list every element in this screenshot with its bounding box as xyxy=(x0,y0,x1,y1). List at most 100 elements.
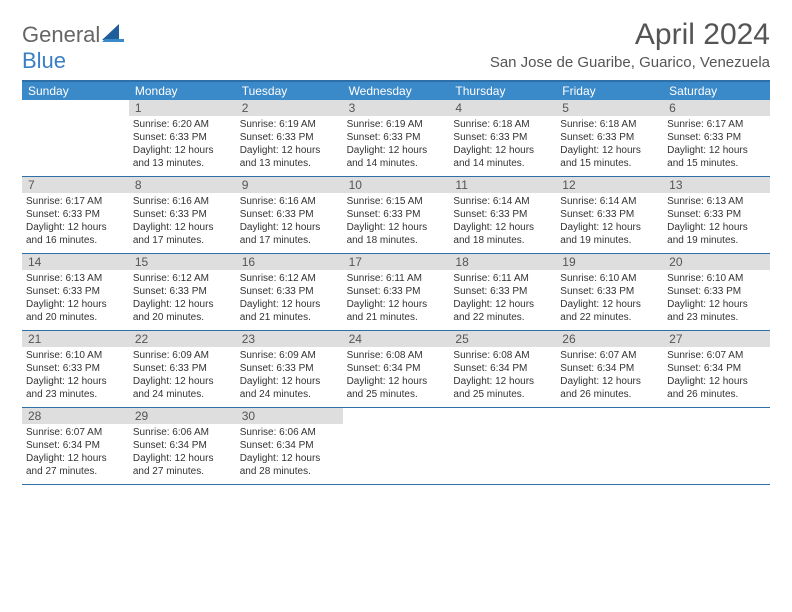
dayhead-tuesday: Tuesday xyxy=(236,82,343,100)
day-info: Sunrise: 6:17 AMSunset: 6:33 PMDaylight:… xyxy=(22,193,129,251)
week-row: 7Sunrise: 6:17 AMSunset: 6:33 PMDaylight… xyxy=(22,177,770,254)
day-number: 11 xyxy=(449,177,556,193)
sunset-text: Sunset: 6:33 PM xyxy=(453,131,552,144)
sunrise-text: Sunrise: 6:07 AM xyxy=(667,349,766,362)
day-info: Sunrise: 6:08 AMSunset: 6:34 PMDaylight:… xyxy=(343,347,450,405)
daylight-text: Daylight: 12 hours and 15 minutes. xyxy=(667,144,766,170)
sunset-text: Sunset: 6:33 PM xyxy=(26,362,125,375)
day-info: Sunrise: 6:10 AMSunset: 6:33 PMDaylight:… xyxy=(663,270,770,328)
sunrise-text: Sunrise: 6:11 AM xyxy=(453,272,552,285)
sunrise-text: Sunrise: 6:13 AM xyxy=(26,272,125,285)
sunset-text: Sunset: 6:33 PM xyxy=(560,131,659,144)
weeks-container: 1Sunrise: 6:20 AMSunset: 6:33 PMDaylight… xyxy=(22,100,770,485)
header-right: April 2024 San Jose de Guaribe, Guarico,… xyxy=(490,18,770,71)
day-cell: 4 Sunrise: 6:18 AMSunset: 6:33 PMDaylight… xyxy=(449,100,556,176)
day-cell xyxy=(663,408,770,484)
day-cell: 11Sunrise: 6:14 AMSunset: 6:33 PMDayligh… xyxy=(449,177,556,253)
sunset-text: Sunset: 6:33 PM xyxy=(133,285,232,298)
daylight-text: Daylight: 12 hours and 14 minutes. xyxy=(347,144,446,170)
sunset-text: Sunset: 6:33 PM xyxy=(133,208,232,221)
day-cell: 29Sunrise: 6:06 AMSunset: 6:34 PMDayligh… xyxy=(129,408,236,484)
sunrise-text: Sunrise: 6:19 AM xyxy=(240,118,339,131)
sunrise-text: Sunrise: 6:15 AM xyxy=(347,195,446,208)
day-info: Sunrise: 6:20 AMSunset: 6:33 PMDaylight:… xyxy=(129,116,236,174)
sunset-text: Sunset: 6:33 PM xyxy=(667,131,766,144)
day-cell: 26Sunrise: 6:07 AMSunset: 6:34 PMDayligh… xyxy=(556,331,663,407)
daylight-text: Daylight: 12 hours and 18 minutes. xyxy=(347,221,446,247)
sunset-text: Sunset: 6:33 PM xyxy=(347,208,446,221)
sunrise-text: Sunrise: 6:08 AM xyxy=(453,349,552,362)
day-cell: 9Sunrise: 6:16 AMSunset: 6:33 PMDaylight… xyxy=(236,177,343,253)
sunset-text: Sunset: 6:33 PM xyxy=(453,208,552,221)
day-info: Sunrise: 6:07 AMSunset: 6:34 PMDaylight:… xyxy=(556,347,663,405)
sunrise-text: Sunrise: 6:13 AM xyxy=(667,195,766,208)
sunrise-text: Sunrise: 6:09 AM xyxy=(133,349,232,362)
sunset-text: Sunset: 6:34 PM xyxy=(133,439,232,452)
day-number: 4 xyxy=(449,100,556,116)
day-cell: 21 Sunrise: 6:10 AMSunset: 6:33 PMDayligh… xyxy=(22,331,129,407)
day-info: Sunrise: 6:11 AMSunset: 6:33 PMDaylight:… xyxy=(449,270,556,328)
sail-icon xyxy=(102,22,124,48)
day-number: 14 xyxy=(22,254,129,270)
week-row: 14Sunrise: 6:13 AMSunset: 6:33 PMDayligh… xyxy=(22,254,770,331)
day-number: 23 xyxy=(236,331,343,347)
day-number: 25 xyxy=(449,331,556,347)
sunset-text: Sunset: 6:33 PM xyxy=(240,285,339,298)
daylight-text: Daylight: 12 hours and 21 minutes. xyxy=(347,298,446,324)
sunset-text: Sunset: 6:33 PM xyxy=(453,285,552,298)
sunset-text: Sunset: 6:33 PM xyxy=(26,285,125,298)
day-number: 21 xyxy=(22,331,129,347)
day-cell: 20Sunrise: 6:10 AMSunset: 6:33 PMDayligh… xyxy=(663,254,770,330)
daylight-text: Daylight: 12 hours and 23 minutes. xyxy=(26,375,125,401)
sunrise-text: Sunrise: 6:09 AM xyxy=(240,349,339,362)
day-info: Sunrise: 6:07 AMSunset: 6:34 PMDaylight:… xyxy=(663,347,770,405)
sunset-text: Sunset: 6:33 PM xyxy=(560,208,659,221)
daylight-text: Daylight: 12 hours and 27 minutes. xyxy=(26,452,125,478)
sunrise-text: Sunrise: 6:07 AM xyxy=(26,426,125,439)
sunrise-text: Sunrise: 6:08 AM xyxy=(347,349,446,362)
sunrise-text: Sunrise: 6:11 AM xyxy=(347,272,446,285)
sunrise-text: Sunrise: 6:12 AM xyxy=(240,272,339,285)
day-cell: 10Sunrise: 6:15 AMSunset: 6:33 PMDayligh… xyxy=(343,177,450,253)
day-number: 8 xyxy=(129,177,236,193)
sunset-text: Sunset: 6:33 PM xyxy=(26,208,125,221)
day-info: Sunrise: 6:14 AMSunset: 6:33 PMDaylight:… xyxy=(449,193,556,251)
day-cell: 30Sunrise: 6:06 AMSunset: 6:34 PMDayligh… xyxy=(236,408,343,484)
day-info: Sunrise: 6:12 AMSunset: 6:33 PMDaylight:… xyxy=(129,270,236,328)
dayhead-row: Sunday Monday Tuesday Wednesday Thursday… xyxy=(22,82,770,100)
day-number: 12 xyxy=(556,177,663,193)
day-number: 27 xyxy=(663,331,770,347)
day-cell: 5Sunrise: 6:18 AMSunset: 6:33 PMDaylight… xyxy=(556,100,663,176)
day-cell: 25Sunrise: 6:08 AMSunset: 6:34 PMDayligh… xyxy=(449,331,556,407)
day-info: Sunrise: 6:09 AMSunset: 6:33 PMDaylight:… xyxy=(236,347,343,405)
day-info: Sunrise: 6:06 AMSunset: 6:34 PMDaylight:… xyxy=(129,424,236,482)
sunrise-text: Sunrise: 6:17 AM xyxy=(26,195,125,208)
day-info: Sunrise: 6:19 AMSunset: 6:33 PMDaylight:… xyxy=(236,116,343,174)
daylight-text: Daylight: 12 hours and 25 minutes. xyxy=(347,375,446,401)
day-cell xyxy=(343,408,450,484)
sunset-text: Sunset: 6:33 PM xyxy=(347,131,446,144)
daylight-text: Daylight: 12 hours and 27 minutes. xyxy=(133,452,232,478)
week-row: 21Sunrise: 6:10 AMSunset: 6:33 PMDayligh… xyxy=(22,331,770,408)
day-number: 19 xyxy=(556,254,663,270)
sunset-text: Sunset: 6:33 PM xyxy=(560,285,659,298)
sunrise-text: Sunrise: 6:16 AM xyxy=(240,195,339,208)
day-info: Sunrise: 6:16 AMSunset: 6:33 PMDaylight:… xyxy=(129,193,236,251)
daylight-text: Daylight: 12 hours and 19 minutes. xyxy=(560,221,659,247)
day-cell: 8Sunrise: 6:16 AMSunset: 6:33 PMDaylight… xyxy=(129,177,236,253)
daylight-text: Daylight: 12 hours and 17 minutes. xyxy=(133,221,232,247)
day-number: 29 xyxy=(129,408,236,424)
sunrise-text: Sunrise: 6:18 AM xyxy=(453,118,552,131)
daylight-text: Daylight: 12 hours and 14 minutes. xyxy=(453,144,552,170)
day-number: 30 xyxy=(236,408,343,424)
daylight-text: Daylight: 12 hours and 26 minutes. xyxy=(667,375,766,401)
sunrise-text: Sunrise: 6:10 AM xyxy=(26,349,125,362)
sunrise-text: Sunrise: 6:14 AM xyxy=(560,195,659,208)
calendar: Sunday Monday Tuesday Wednesday Thursday… xyxy=(22,80,770,485)
sunset-text: Sunset: 6:34 PM xyxy=(560,362,659,375)
daylight-text: Daylight: 12 hours and 22 minutes. xyxy=(453,298,552,324)
sunrise-text: Sunrise: 6:06 AM xyxy=(133,426,232,439)
sunrise-text: Sunrise: 6:20 AM xyxy=(133,118,232,131)
day-info: Sunrise: 6:17 AMSunset: 6:33 PMDaylight:… xyxy=(663,116,770,174)
day-cell: 28Sunrise: 6:07 AMSunset: 6:34 PMDayligh… xyxy=(22,408,129,484)
